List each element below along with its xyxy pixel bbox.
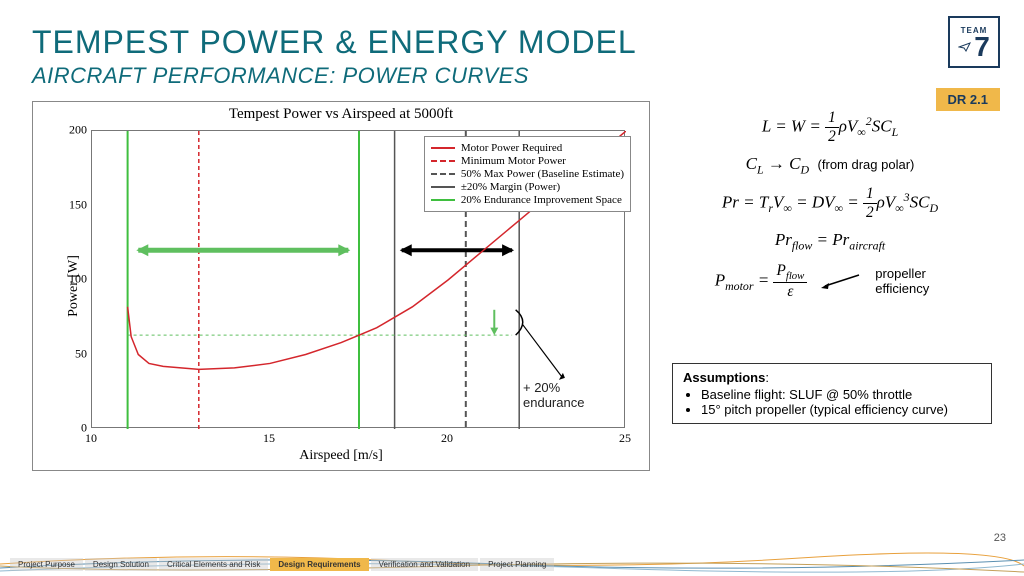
- footer-nav-item[interactable]: Design Requirements: [270, 558, 368, 571]
- legend-item: 20% Endurance Improvement Space: [431, 194, 624, 206]
- y-tick: 150: [63, 197, 87, 212]
- y-tick: 0: [63, 421, 87, 436]
- x-tick: 10: [85, 431, 97, 446]
- arrow-icon: [821, 272, 861, 290]
- slide-subtitle: AIRCRAFT PERFORMANCE: POWER CURVES: [32, 63, 992, 89]
- legend-item: Minimum Motor Power: [431, 155, 624, 167]
- endurance-annotation: + 20% endurance: [523, 380, 584, 410]
- footer-nav: Project PurposeDesign SolutionCritical E…: [10, 558, 554, 571]
- footer-nav-item[interactable]: Verification and Validation: [371, 558, 478, 571]
- eq-flow: Prflow = Praircraft: [668, 230, 992, 253]
- equations-column: L = W = 12ρV∞2SCL CL → CD (from drag pol…: [668, 101, 992, 471]
- y-tick: 50: [63, 346, 87, 361]
- team-logo: TEAM 7: [948, 16, 1000, 68]
- legend-item: 50% Max Power (Baseline Estimate): [431, 168, 624, 180]
- slide-title: TEMPEST POWER & ENERGY MODEL: [32, 24, 992, 61]
- assumption-item: Baseline flight: SLUF @ 50% throttle: [701, 387, 981, 402]
- legend-item: Motor Power Required: [431, 142, 624, 154]
- y-tick: 100: [63, 272, 87, 287]
- chart-title: Tempest Power vs Airspeed at 5000ft: [33, 106, 649, 123]
- eq-power-required: Pr = TrV∞ = DV∞ = 12ρV∞3SCD: [668, 185, 992, 222]
- footer: Project PurposeDesign SolutionCritical E…: [0, 546, 1024, 576]
- assumption-item: 15° pitch propeller (typical efficiency …: [701, 402, 981, 417]
- page-number: 23: [994, 532, 1006, 544]
- assumptions-title: Assumptions: [683, 370, 765, 385]
- footer-nav-item[interactable]: Project Purpose: [10, 558, 83, 571]
- power-chart: Tempest Power vs Airspeed at 5000ft Powe…: [32, 101, 650, 471]
- paper-plane-icon: [958, 41, 972, 53]
- x-axis-label: Airspeed [m/s]: [299, 448, 383, 464]
- logo-number: 7: [974, 35, 990, 59]
- footer-nav-item[interactable]: Project Planning: [480, 558, 554, 571]
- assumptions-box: Assumptions: Baseline flight: SLUF @ 50%…: [672, 363, 992, 424]
- x-tick: 20: [441, 431, 453, 446]
- chart-legend: Motor Power RequiredMinimum Motor Power5…: [424, 136, 631, 212]
- x-tick: 15: [263, 431, 275, 446]
- legend-item: ±20% Margin (Power): [431, 181, 624, 193]
- footer-nav-item[interactable]: Critical Elements and Risk: [159, 558, 268, 571]
- eq-drag-polar: CL → CD (from drag polar): [668, 154, 992, 177]
- footer-nav-item[interactable]: Design Solution: [85, 558, 157, 571]
- eq-lift: L = W = 12ρV∞2SCL: [668, 109, 992, 146]
- y-tick: 200: [63, 123, 87, 138]
- x-tick: 25: [619, 431, 631, 446]
- eq-motor: Pmotor = Pflowε propeller efficiency: [668, 262, 992, 301]
